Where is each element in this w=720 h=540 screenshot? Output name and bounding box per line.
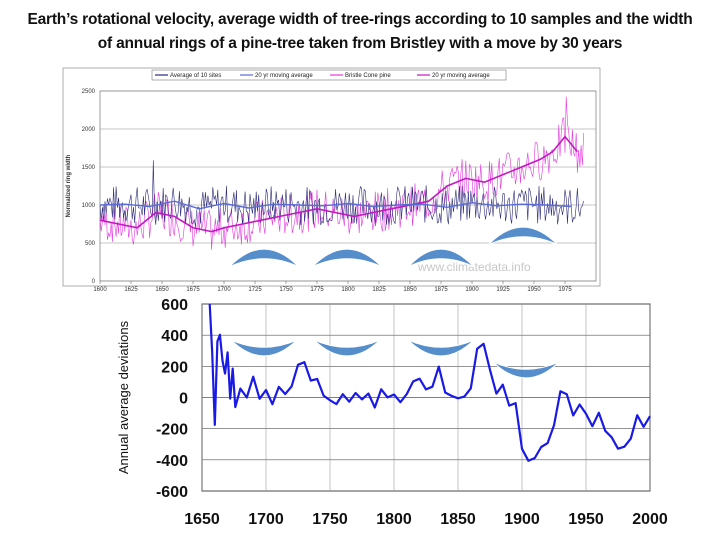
chart1-xtick-label: 1825 bbox=[372, 287, 386, 293]
chart1-legend-label: Bristle Cone pine bbox=[345, 73, 391, 79]
chart-title: Earth’s rotational velocity, average wid… bbox=[27, 11, 693, 52]
arc-shape bbox=[230, 339, 298, 357]
chart1-ytick-label: 500 bbox=[85, 241, 96, 247]
chart2-xtick-label: 1700 bbox=[248, 511, 284, 528]
chart1-ytick-label: 0 bbox=[92, 279, 96, 285]
chart2-ytick-label: 400 bbox=[161, 328, 188, 345]
chart1-xtick-label: 1900 bbox=[465, 287, 479, 293]
chart2-ytick-label: 200 bbox=[161, 359, 188, 376]
chart2-xtick-label: 1650 bbox=[184, 511, 220, 528]
chart1-ylabel: Normalized ring width bbox=[66, 154, 72, 217]
chart2-ytick-label: -200 bbox=[156, 422, 188, 439]
chart1-ytick-label: 2000 bbox=[82, 127, 96, 133]
chart1-xtick-label: 1700 bbox=[217, 287, 231, 293]
chart1-xtick-label: 1925 bbox=[496, 287, 510, 293]
chart1-xtick-label: 1850 bbox=[403, 287, 417, 293]
arc-shape bbox=[228, 248, 300, 268]
chart1-legend-label: 20 yr moving average bbox=[432, 73, 490, 79]
chart1-xtick-label: 1800 bbox=[341, 287, 355, 293]
chart2-xtick-label: 1750 bbox=[312, 511, 348, 528]
chart1-ytick-label: 2500 bbox=[82, 89, 96, 95]
chart1-series-bristle-cone-pine bbox=[99, 96, 584, 250]
chart2-ytick-label: -400 bbox=[156, 453, 188, 470]
chart1-xtick-label: 1875 bbox=[434, 287, 448, 293]
chart1-series-pine-moving-average bbox=[99, 135, 579, 233]
chart1-legend-label: Average of 10 sites bbox=[170, 73, 221, 79]
arc-shape bbox=[311, 248, 383, 268]
chart1-xtick-label: 1600 bbox=[93, 287, 107, 293]
chart2-xtick-label: 1950 bbox=[568, 511, 604, 528]
arc-shape bbox=[407, 339, 475, 357]
chart1-series-average-10-sites bbox=[99, 160, 584, 227]
chart1-ytick-label: 1000 bbox=[82, 203, 96, 209]
chart2-xtick-label: 1900 bbox=[504, 511, 540, 528]
chart2-series-line bbox=[208, 303, 651, 462]
chart1-xtick-label: 1675 bbox=[186, 287, 200, 293]
chart1-xtick-label: 1725 bbox=[248, 287, 262, 293]
chart2-ytick-label: 0 bbox=[179, 391, 188, 408]
chart1-xtick-label: 1775 bbox=[310, 287, 324, 293]
arc-shape bbox=[492, 361, 560, 379]
chart2-ytick-label: 600 bbox=[161, 297, 188, 314]
chart2-ylabel: Annual average deviations bbox=[116, 320, 131, 474]
chart2-xtick-label: 1800 bbox=[376, 511, 412, 528]
chart2-xtick-label: 2000 bbox=[632, 511, 668, 528]
arc-shape bbox=[407, 248, 475, 268]
chart1-legend-label: 20 yr moving average bbox=[255, 73, 313, 79]
chart1-legend bbox=[151, 69, 507, 81]
arc-shape bbox=[487, 226, 559, 246]
chart2-ytick-label: -600 bbox=[156, 484, 188, 501]
chart1-xtick-label: 1950 bbox=[527, 287, 541, 293]
chart1-ytick-label: 1500 bbox=[82, 165, 96, 171]
arc-shape bbox=[313, 339, 381, 357]
chart1-xtick-label: 1650 bbox=[155, 287, 169, 293]
chart2-xtick-label: 1850 bbox=[440, 511, 476, 528]
chart1-xtick-label: 1975 bbox=[558, 287, 572, 293]
chart1-xtick-label: 1625 bbox=[124, 287, 138, 293]
chart1-series-sites-moving-average bbox=[99, 200, 572, 210]
chart1-xtick-label: 1750 bbox=[279, 287, 293, 293]
